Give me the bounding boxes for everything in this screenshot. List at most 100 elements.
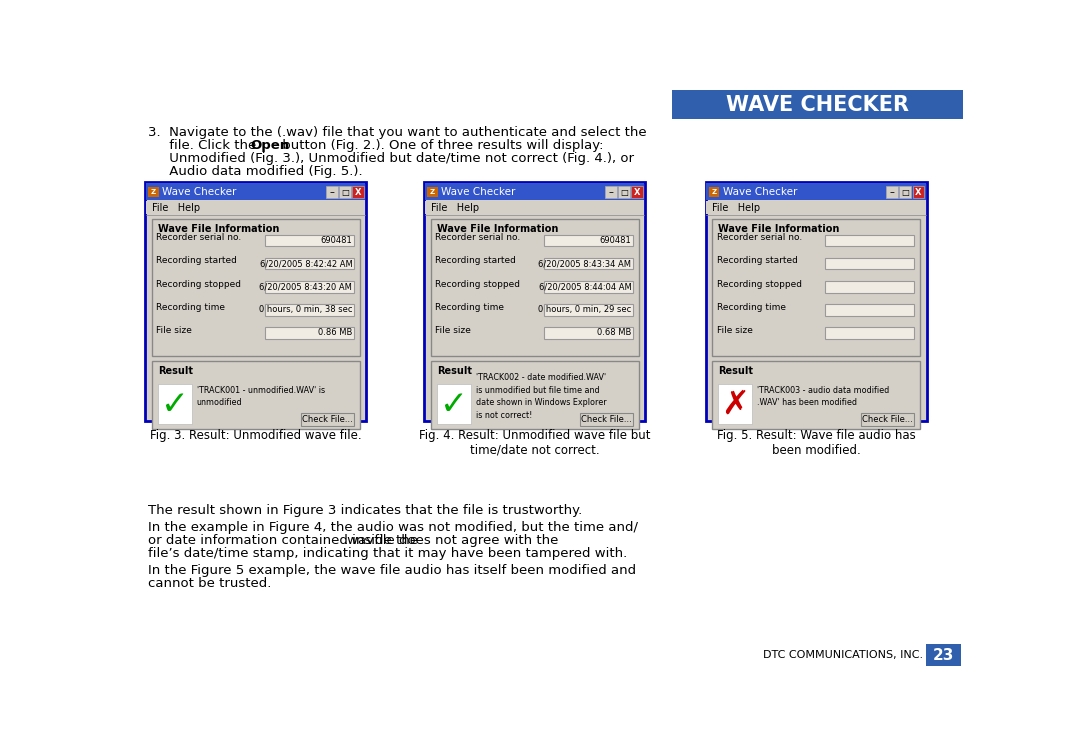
Text: Result: Result [718, 366, 753, 376]
Bar [264, 281, 354, 292]
Bar [926, 644, 962, 666]
Text: –: – [609, 188, 613, 197]
Text: □: □ [901, 188, 910, 197]
Bar [544, 258, 632, 269]
Bar [301, 413, 354, 426]
Bar [264, 235, 354, 246]
Bar [825, 258, 914, 269]
Bar [430, 361, 639, 429]
Text: X: X [915, 188, 921, 197]
Text: Recording stopped: Recording stopped [435, 280, 520, 289]
Text: The result shown in Figure 3 indicates that the file is trustworthy.: The result shown in Figure 3 indicates t… [148, 504, 582, 518]
Bar [264, 304, 354, 316]
Bar [580, 413, 632, 426]
Text: –: – [889, 188, 895, 197]
Text: File   Help: File Help [430, 202, 478, 213]
Text: Recording stopped: Recording stopped [717, 280, 801, 289]
Bar [618, 186, 630, 198]
Bar [152, 219, 360, 356]
Text: □: □ [341, 188, 349, 197]
Bar [147, 183, 366, 200]
Bar [825, 327, 914, 339]
Bar [425, 201, 644, 214]
Text: 3.  Navigate to the (.wav) file that you want to authenticate and select the: 3. Navigate to the (.wav) file that you … [148, 126, 646, 140]
Text: 6/20/2005 8:43:20 AM: 6/20/2005 8:43:20 AM [259, 282, 352, 291]
Text: Check File...: Check File... [581, 415, 632, 424]
Text: file’s date/time stamp, indicating that it may have been tampered with.: file’s date/time stamp, indicating that … [148, 548, 627, 560]
Text: X: X [633, 188, 640, 197]
Text: 6/20/2005 8:42:42 AM: 6/20/2005 8:42:42 AM [260, 260, 352, 268]
Text: Z: Z [430, 189, 435, 195]
Bar [825, 304, 914, 316]
Bar [157, 384, 192, 424]
Text: 0.68 MB: 0.68 MB [597, 328, 631, 338]
Bar [544, 281, 632, 292]
Text: Open: Open [250, 140, 290, 152]
Bar [825, 281, 914, 292]
Bar [437, 384, 471, 424]
Text: 6/20/2005 8:44:04 AM: 6/20/2005 8:44:04 AM [538, 282, 631, 291]
Text: Recording time: Recording time [435, 303, 504, 312]
Text: Audio data modified (Fig. 5.).: Audio data modified (Fig. 5.). [148, 166, 363, 178]
Bar [430, 219, 639, 356]
Bar [706, 201, 926, 214]
Bar [326, 186, 337, 198]
Bar [352, 186, 364, 198]
Bar [861, 413, 914, 426]
Text: File size: File size [156, 326, 193, 334]
Text: Recorder serial no.: Recorder serial no. [435, 233, 520, 242]
Text: file. Click the: file. Click the [148, 140, 260, 152]
Bar [672, 90, 963, 119]
Bar [544, 235, 632, 246]
Text: Recording started: Recording started [435, 256, 516, 265]
Text: File size: File size [717, 326, 752, 334]
Text: 0.86 MB: 0.86 MB [318, 328, 352, 338]
Bar [718, 384, 752, 424]
Text: Wave File Information: Wave File Information [157, 224, 279, 234]
Text: Fig. 5. Result: Wave file audio has
been modified.: Fig. 5. Result: Wave file audio has been… [717, 429, 916, 457]
Text: cannot be trusted.: cannot be trusted. [148, 577, 271, 590]
Bar [425, 183, 644, 200]
Bar [913, 186, 924, 198]
Text: In the Figure 5 example, the wave file audio has itself been modified and: In the Figure 5 example, the wave file a… [148, 563, 636, 577]
Bar [886, 186, 898, 198]
Text: File   Help: File Help [152, 202, 200, 213]
Text: 'TRACK001 - unmodified.WAV' is
unmodified: 'TRACK001 - unmodified.WAV' is unmodifie… [197, 386, 324, 407]
Text: DTC COMMUNICATIONS, INC.: DTC COMMUNICATIONS, INC. [763, 650, 922, 660]
Text: Recorder serial no.: Recorder serial no. [156, 233, 242, 242]
Bar [147, 201, 366, 214]
Bar [425, 182, 645, 421]
Text: Fig. 3. Result: Unmodified wave file.: Fig. 3. Result: Unmodified wave file. [150, 429, 362, 442]
Bar [544, 327, 632, 339]
Text: Z: Z [712, 189, 717, 195]
Text: Result: Result [157, 366, 193, 376]
Text: 6/20/2005 8:43:34 AM: 6/20/2005 8:43:34 AM [538, 260, 631, 268]
Text: file does not agree with the: file does not agree with the [370, 534, 559, 548]
Text: 23: 23 [933, 648, 954, 663]
Text: –: – [330, 188, 334, 197]
Text: 0 hours, 0 min, 29 sec: 0 hours, 0 min, 29 sec [538, 305, 631, 314]
Text: WAVE CHECKER: WAVE CHECKER [725, 94, 908, 115]
Text: Unmodified (Fig. 3.), Unmodified but date/time not correct (Fig. 4.), or: Unmodified (Fig. 3.), Unmodified but dat… [148, 152, 633, 165]
Bar [706, 183, 926, 200]
Text: or date information contained inside the: or date information contained inside the [148, 534, 422, 548]
Text: Wave Checker: Wave Checker [442, 187, 516, 196]
Text: 690481: 690481 [599, 236, 631, 245]
Bar [339, 186, 351, 198]
Bar [900, 186, 911, 198]
Text: Wave File Information: Wave File Information [437, 224, 559, 234]
Bar [706, 182, 927, 421]
Text: Recording started: Recording started [156, 256, 238, 265]
Text: In the example in Figure 4, the audio was not modified, but the time and/: In the example in Figure 4, the audio wa… [148, 521, 638, 534]
Bar [712, 361, 920, 429]
Text: Recording stopped: Recording stopped [156, 280, 241, 289]
Text: Check File...: Check File... [302, 415, 353, 424]
Bar [146, 182, 366, 421]
Text: 'TRACK003 - audio data modified
.WAV' has been modified: 'TRACK003 - audio data modified .WAV' ha… [756, 386, 889, 407]
Text: ✓: ✓ [440, 388, 468, 421]
Text: Z: Z [151, 189, 156, 195]
Text: 690481: 690481 [321, 236, 352, 245]
Bar [605, 186, 616, 198]
Text: Wave File Information: Wave File Information [718, 224, 840, 234]
Text: Recording time: Recording time [156, 303, 225, 312]
